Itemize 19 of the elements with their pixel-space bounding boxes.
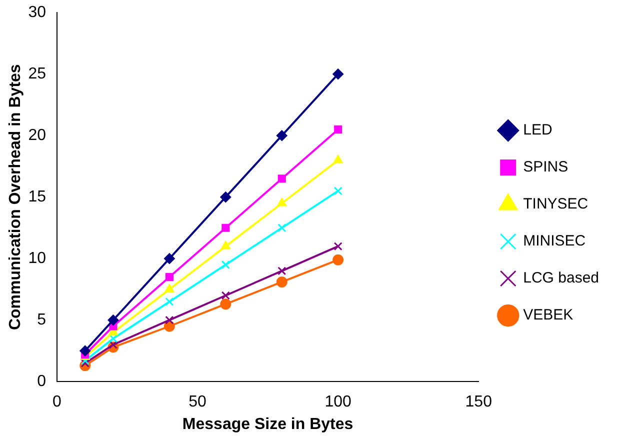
x-tick-label: 100 xyxy=(324,394,352,411)
x-tick-label: 150 xyxy=(465,394,492,411)
y-axis-title: Communication Overhead in Bytes xyxy=(7,64,24,330)
y-tick-label: 0 xyxy=(37,373,46,390)
y-tick-label: 15 xyxy=(28,188,46,206)
legend-label: VEBEK xyxy=(523,306,574,324)
y-tick-label: 10 xyxy=(28,250,46,268)
y-tick-label: 25 xyxy=(28,66,46,83)
y-tick-label: 20 xyxy=(28,127,46,144)
legend-label: MINISEC xyxy=(523,232,586,250)
legend-label: LED xyxy=(523,122,552,139)
legend-label: TINYSEC xyxy=(523,196,588,213)
y-tick-label: 30 xyxy=(28,4,46,22)
y-tick-label: 5 xyxy=(37,312,46,329)
x-axis-title: Message Size in Bytes xyxy=(182,416,354,433)
legend-label: SPINS xyxy=(523,158,568,176)
legend-label: LCG based xyxy=(523,270,600,287)
x-tick-label: 50 xyxy=(188,394,207,411)
x-tick-label: 0 xyxy=(52,394,62,411)
